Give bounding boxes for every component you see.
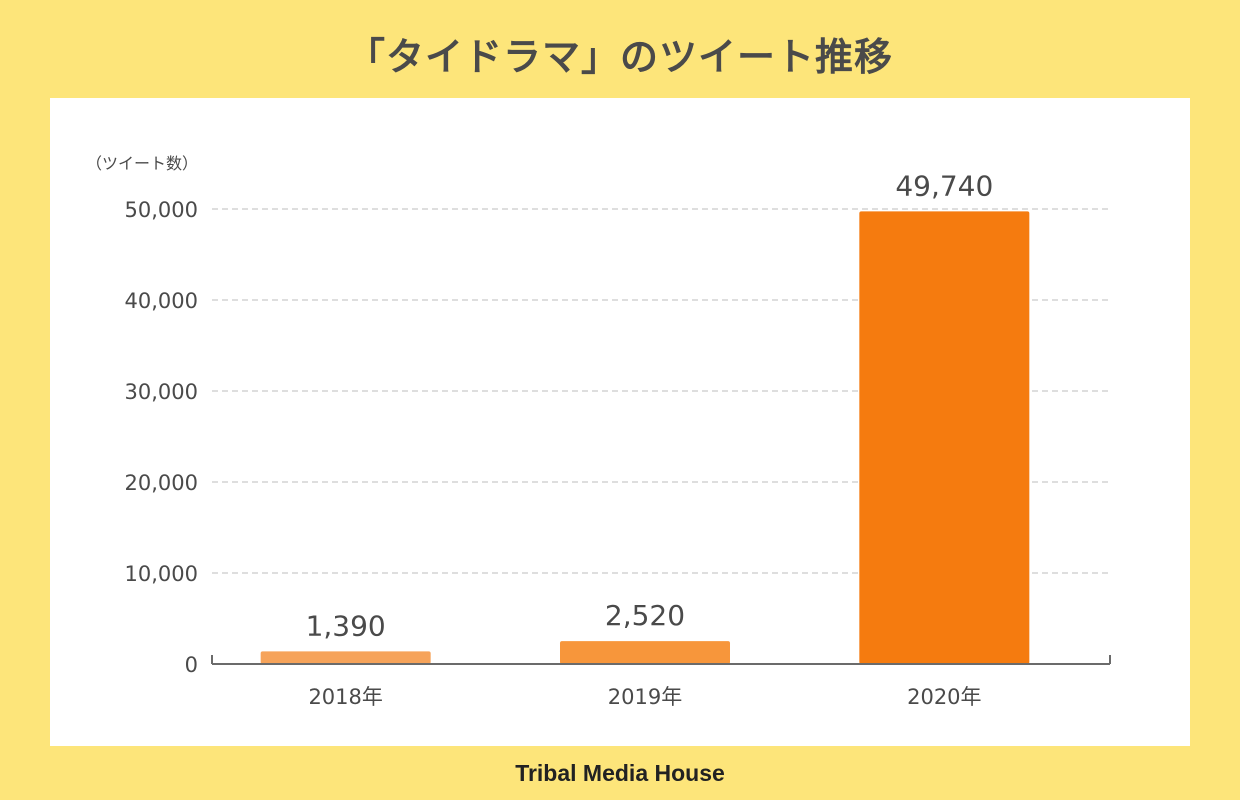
y-tick-label: 10,000 [125,562,198,586]
x-tick-label: 2020年 [907,685,981,709]
x-tick-label: 2019年 [608,685,682,709]
bar [859,211,1030,664]
y-tick-label: 30,000 [125,380,198,404]
bar [560,641,730,664]
bar [260,651,431,664]
data-label: 1,390 [306,609,386,642]
chart-panel: （ツイート数） 0 10,000 20,000 30,000 40,000 50,000 1,… [50,98,1190,746]
y-tick-label: 20,000 [125,471,198,495]
chart-title: 「タイドラマ」のツイート推移 [346,35,893,79]
bar-chart: （ツイート数） 0 10,000 20,000 30,000 40,000 50,000 1,… [86,154,1111,709]
y-tick-label: 0 [185,653,198,677]
data-label: 2,520 [605,599,685,632]
y-axis-label: （ツイート数） [86,154,198,173]
data-label: 49,740 [895,169,993,202]
brand-logo-text: Tribal Media House [515,760,725,786]
y-tick-label: 50,000 [125,198,198,222]
y-tick-label: 40,000 [125,289,198,313]
x-tick-label: 2018年 [308,685,382,709]
